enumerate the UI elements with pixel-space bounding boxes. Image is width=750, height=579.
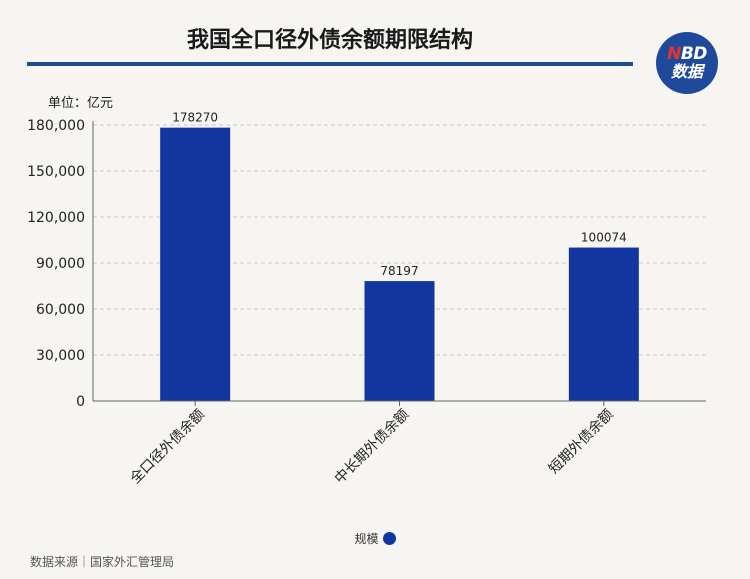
x-tick-label: 中长期外债余额 (331, 406, 412, 487)
y-tick-label: 90,000 (36, 256, 85, 272)
chart-title: 我国全口径外债余额期限结构 (186, 28, 473, 53)
unit-label: 单位：亿元 (48, 96, 114, 111)
y-axis: 0 30,000 60,000 90,000 120,000 150,000 180,000 (27, 118, 94, 410)
bars: 178270 78197 100074 (160, 111, 639, 402)
source-note: 数据来源｜国家外汇管理局 (30, 555, 175, 569)
y-tick-label: 150,000 (27, 164, 85, 180)
bar (160, 127, 231, 402)
x-axis: 全口径外债余额 中长期外债余额 短期外债余额 (93, 400, 706, 487)
data-label: 100074 (581, 231, 627, 245)
nbd-logo: NBD 数据 (656, 32, 718, 94)
y-tick-label: 0 (76, 394, 85, 410)
bar (364, 281, 435, 401)
logo-text: 数据 (670, 61, 703, 81)
bar (568, 247, 639, 401)
x-tick-label: 全口径外债余额 (127, 406, 208, 487)
title-underline (27, 62, 633, 66)
legend-label: 规模 (354, 532, 379, 546)
y-tick-label: 60,000 (36, 302, 85, 318)
logo-letter-n: N (667, 43, 681, 64)
y-tick-label: 30,000 (36, 348, 85, 364)
logo-letters-bd: BD (680, 43, 708, 64)
data-label: 78197 (380, 264, 418, 278)
y-tick-label: 180,000 (27, 118, 85, 134)
legend-dot-icon (382, 532, 396, 545)
data-label: 178270 (172, 111, 218, 125)
y-tick-label: 120,000 (27, 210, 85, 226)
x-tick-label: 短期外债余额 (545, 406, 616, 477)
legend: 规模 (0, 530, 750, 547)
